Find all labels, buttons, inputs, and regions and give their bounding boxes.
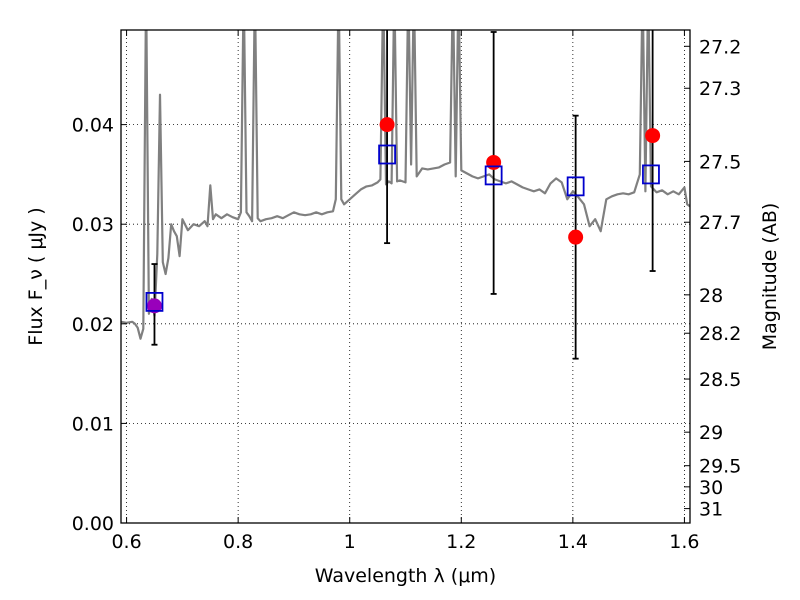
y2-tick-label: 29 (699, 422, 723, 444)
model-flux-square (145, 291, 164, 312)
axis-labels: Wavelength λ (μm) Flux F_ν ( μJy ) Magni… (25, 203, 781, 587)
grid (121, 30, 690, 524)
y-axis-label: Flux F_ν ( μJy ) (25, 207, 47, 345)
y2-tick-label: 27.2 (699, 36, 741, 58)
model-flux-square (642, 164, 660, 185)
x-tick-label: 0.6 (111, 531, 141, 553)
x-tick-label: 1.2 (446, 531, 476, 553)
y2-tick-label: 30 (699, 477, 723, 499)
observed-flux-point (146, 298, 162, 314)
y2-tick-label: 28 (699, 285, 723, 307)
observed-flux-point (568, 229, 584, 245)
y-tick-label: 0.03 (72, 214, 114, 236)
y2-tick-label: 27.3 (699, 78, 741, 100)
model-flux-square (378, 144, 396, 165)
model-spectrum-line (121, 30, 690, 340)
x-tick-label: 1.4 (558, 531, 588, 553)
x-tick-label: 1 (344, 531, 356, 553)
y-tick-label: 0.00 (72, 513, 114, 535)
axes-frame (120, 29, 691, 524)
y-tick-label: 0.01 (72, 413, 114, 435)
plot-area (121, 30, 690, 360)
observed-flux-point (486, 154, 502, 170)
y2-tick-label: 27.5 (699, 151, 741, 173)
y2-tick-label: 28.5 (699, 369, 741, 391)
y2-tick-label: 29.5 (699, 456, 741, 478)
observed-flux-point (379, 117, 395, 133)
x-axis-label: Wavelength λ (μm) (315, 565, 496, 587)
model-flux-square (566, 176, 585, 197)
y2-tick-label: 27.7 (699, 212, 741, 234)
y2-tick-label: 28.2 (699, 323, 741, 345)
x-tick-label: 0.8 (223, 531, 253, 553)
y2-axis-label: Magnitude (AB) (759, 203, 781, 351)
axis-ticks: 0.6 0.8 1 1.2 1.4 1.6 0.00 0.01 0.02 0.03 0.04 27.2… (72, 30, 741, 553)
y-tick-label: 0.04 (72, 115, 114, 137)
model-flux-square (484, 165, 503, 186)
y2-tick-label: 31 (699, 499, 723, 521)
x-tick-label: 1.6 (669, 531, 699, 553)
observed-flux-point (645, 128, 661, 144)
y-tick-label: 0.02 (72, 314, 114, 336)
